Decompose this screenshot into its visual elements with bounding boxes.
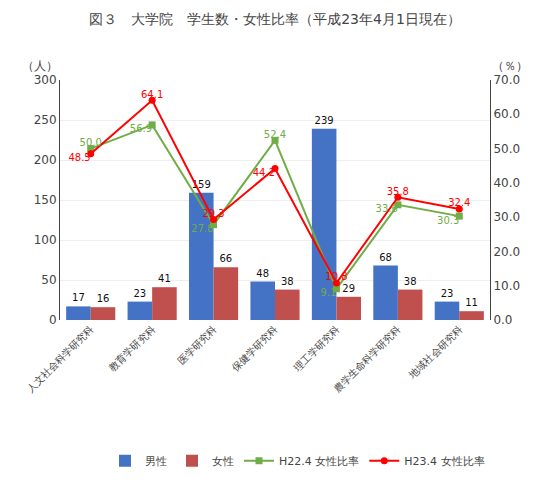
svg-text:27.8: 27.8 (191, 223, 213, 234)
svg-text:150: 150 (34, 193, 57, 207)
svg-text:66: 66 (219, 253, 232, 264)
svg-text:48: 48 (256, 268, 269, 279)
svg-text:100: 100 (34, 233, 57, 247)
svg-text:（％）: （％） (492, 59, 528, 73)
svg-text:56.9: 56.9 (130, 123, 152, 134)
svg-text:H22.4 女性比率: H22.4 女性比率 (279, 455, 359, 468)
svg-text:44.2: 44.2 (253, 167, 275, 178)
svg-text:64.1: 64.1 (141, 89, 163, 100)
svg-text:16: 16 (97, 293, 110, 304)
svg-text:70.0: 70.0 (493, 73, 520, 87)
svg-text:（人）: （人） (22, 59, 58, 73)
svg-text:52.4: 52.4 (264, 129, 286, 140)
svg-text:250: 250 (34, 113, 57, 127)
svg-text:29: 29 (342, 283, 355, 294)
svg-text:68: 68 (379, 252, 392, 263)
svg-text:男性: 男性 (145, 455, 167, 468)
svg-text:32.4: 32.4 (448, 197, 470, 208)
svg-text:H23.4 女性比率: H23.4 女性比率 (404, 455, 484, 468)
svg-text:理工学研究科: 理工学研究科 (291, 323, 341, 373)
svg-text:0: 0 (49, 313, 57, 327)
svg-text:38: 38 (281, 276, 294, 287)
svg-text:23: 23 (441, 288, 454, 299)
svg-text:30.0: 30.0 (493, 210, 520, 224)
svg-text:159: 159 (192, 179, 211, 190)
svg-text:38: 38 (404, 276, 417, 287)
svg-text:図３ 大学院 学生数・女性比率（平成23年4月1日現在）: 図３ 大学院 学生数・女性比率（平成23年4月1日現在） (89, 11, 461, 27)
svg-text:40.0: 40.0 (493, 176, 520, 190)
svg-text:地域社会研究科: 地域社会研究科 (406, 323, 464, 381)
svg-text:30.3: 30.3 (437, 215, 459, 226)
svg-text:200: 200 (34, 153, 57, 167)
svg-text:33.6: 33.6 (376, 203, 398, 214)
svg-text:60.0: 60.0 (493, 107, 520, 121)
svg-text:10.8: 10.8 (325, 271, 347, 282)
svg-text:女性: 女性 (212, 455, 234, 468)
svg-text:41: 41 (158, 273, 171, 284)
svg-text:300: 300 (34, 73, 57, 87)
svg-text:29.3: 29.3 (202, 208, 224, 219)
svg-text:人文社会科学研究科: 人文社会科学研究科 (24, 323, 95, 394)
svg-text:0.0: 0.0 (493, 313, 512, 327)
svg-text:10.0: 10.0 (493, 279, 520, 293)
svg-text:保健学研究科: 保健学研究科 (230, 323, 280, 373)
svg-text:医学研究科: 医学研究科 (175, 323, 218, 366)
svg-text:50.0: 50.0 (80, 137, 102, 148)
svg-text:23: 23 (133, 288, 146, 299)
svg-text:239: 239 (315, 115, 334, 126)
svg-text:50: 50 (41, 273, 56, 287)
svg-text:48.5: 48.5 (68, 152, 90, 163)
svg-text:教育学研究科: 教育学研究科 (107, 323, 157, 373)
svg-text:17: 17 (72, 292, 85, 303)
svg-text:11: 11 (465, 297, 478, 308)
svg-text:20.0: 20.0 (493, 245, 520, 259)
svg-text:9.1: 9.1 (321, 287, 337, 298)
svg-text:農学生命科学研究科: 農学生命科学研究科 (331, 323, 402, 394)
svg-text:35.8: 35.8 (387, 186, 409, 197)
svg-text:50.0: 50.0 (493, 142, 520, 156)
